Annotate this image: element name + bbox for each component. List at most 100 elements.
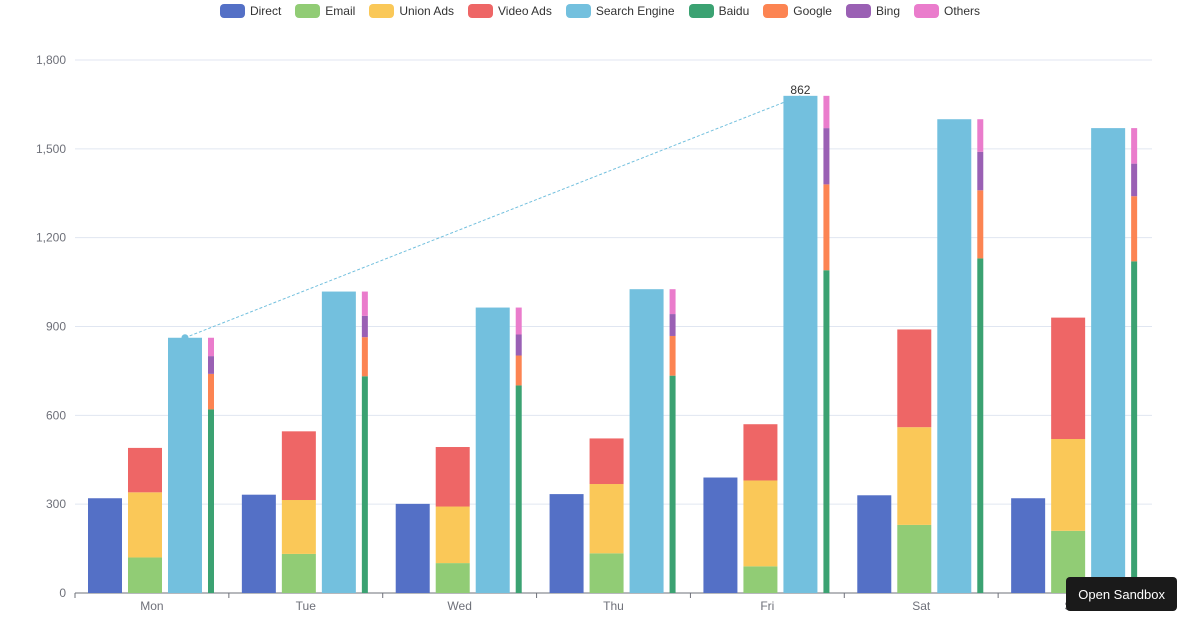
bar-video-ads-fri xyxy=(743,424,778,481)
bar-others-wed xyxy=(515,307,522,335)
legend-item-email[interactable]: Email xyxy=(295,4,355,18)
annotation-start-dot xyxy=(181,334,189,342)
bar-google-tue xyxy=(361,337,368,377)
legend-item-search-engine[interactable]: Search Engine xyxy=(565,4,675,18)
legend-swatch xyxy=(565,4,591,18)
bar-others-mon xyxy=(208,337,214,357)
legend-label: Direct xyxy=(249,4,282,18)
open-sandbox-button[interactable]: Open Sandbox xyxy=(1066,577,1177,611)
y-tick-label: 1,500 xyxy=(36,142,66,156)
annotation-line xyxy=(184,95,801,339)
legend-swatch xyxy=(763,4,789,18)
legend-item-union-ads[interactable]: Union Ads xyxy=(369,4,454,18)
bar-search-engine-wed xyxy=(475,307,510,593)
bar-direct-fri xyxy=(703,477,738,593)
bar-union-ads-tue xyxy=(281,500,316,554)
bar-others-tue xyxy=(361,291,368,316)
legend-label: Bing xyxy=(875,4,901,18)
y-tick-label: 600 xyxy=(46,408,66,422)
legend-label: Union Ads xyxy=(399,4,455,18)
y-tick-label: 900 xyxy=(46,320,66,334)
bar-baidu-mon xyxy=(208,409,214,593)
bar-google-fri xyxy=(823,184,830,271)
bar-others-sun xyxy=(1131,128,1138,164)
bar-video-ads-wed xyxy=(435,447,470,507)
legend-swatch xyxy=(369,4,395,18)
bar-bing-thu xyxy=(669,314,676,336)
bar-bing-mon xyxy=(208,356,214,374)
x-tick-label: Wed xyxy=(447,599,471,613)
legend-item-video-ads[interactable]: Video Ads xyxy=(468,4,552,18)
bar-baidu-sat xyxy=(977,258,984,593)
legend-swatch xyxy=(914,4,940,18)
bar-search-engine-tue xyxy=(321,291,356,593)
annotation-label: 862 xyxy=(790,83,810,97)
bar-direct-tue xyxy=(241,494,276,593)
bar-bing-sun xyxy=(1131,163,1138,197)
legend-label: Search Engine xyxy=(595,4,675,18)
legend-label: Email xyxy=(325,4,356,18)
legend-label: Video Ads xyxy=(498,4,552,18)
bar-search-engine-sun xyxy=(1091,128,1126,593)
bar-direct-sun xyxy=(1011,498,1046,593)
bar-search-engine-thu xyxy=(629,289,664,593)
bar-direct-mon xyxy=(88,498,122,593)
bar-video-ads-sun xyxy=(1051,317,1086,440)
bar-direct-thu xyxy=(549,494,584,593)
bar-search-engine-sat xyxy=(937,119,972,593)
bar-union-ads-fri xyxy=(743,480,778,567)
bar-union-ads-sat xyxy=(897,427,932,525)
bar-others-thu xyxy=(669,289,676,315)
bar-email-fri xyxy=(743,566,778,593)
bar-union-ads-mon xyxy=(128,492,162,558)
bar-union-ads-sun xyxy=(1051,439,1086,531)
bar-email-mon xyxy=(128,557,162,593)
x-tick-label: Thu xyxy=(603,599,624,613)
bar-union-ads-thu xyxy=(589,484,624,554)
bar-google-sun xyxy=(1131,196,1138,262)
bar-baidu-wed xyxy=(515,385,522,593)
legend-item-bing[interactable]: Bing xyxy=(845,4,901,18)
bar-email-tue xyxy=(281,553,316,593)
bar-others-sat xyxy=(977,119,984,152)
bar-bing-sat xyxy=(977,151,984,191)
y-tick-label: 300 xyxy=(46,497,66,511)
legend-swatch xyxy=(688,4,714,18)
x-tick-label: Fri xyxy=(760,599,774,613)
bar-video-ads-tue xyxy=(281,431,316,501)
bar-video-ads-mon xyxy=(128,447,162,493)
legend-swatch xyxy=(219,4,245,18)
bar-baidu-thu xyxy=(669,375,676,593)
bar-baidu-fri xyxy=(823,270,830,593)
bar-google-wed xyxy=(515,355,522,386)
legend-label: Baidu xyxy=(718,4,750,18)
bar-direct-wed xyxy=(395,503,430,593)
y-tick-label: 1,800 xyxy=(36,53,66,67)
bar-email-wed xyxy=(435,563,470,593)
bar-email-thu xyxy=(589,553,624,593)
bar-bing-fri xyxy=(823,128,830,185)
bar-bing-wed xyxy=(515,334,522,356)
y-tick-label: 1,200 xyxy=(36,231,66,245)
x-tick-label: Tue xyxy=(296,599,317,613)
x-tick-label: Sat xyxy=(912,599,931,613)
legend-swatch xyxy=(468,4,494,18)
bar-direct-sat xyxy=(857,495,892,593)
legend-item-google[interactable]: Google xyxy=(763,4,832,18)
legend-label: Google xyxy=(793,4,832,18)
bar-others-fri xyxy=(823,95,830,129)
bar-search-engine-fri xyxy=(783,95,818,594)
legend-item-direct[interactable]: Direct xyxy=(219,4,282,18)
bar-google-sat xyxy=(977,190,984,259)
bar-search-engine-mon xyxy=(168,337,202,593)
bar-baidu-sun xyxy=(1131,261,1138,593)
legend-item-baidu[interactable]: Baidu xyxy=(688,4,750,18)
bar-video-ads-thu xyxy=(589,438,624,485)
legend-swatch xyxy=(295,4,321,18)
bar-union-ads-wed xyxy=(435,506,470,564)
bar-email-sat xyxy=(897,524,932,593)
bar-google-mon xyxy=(208,373,214,410)
legend-item-others[interactable]: Others xyxy=(914,4,980,18)
x-tick-label: Mon xyxy=(140,599,163,613)
